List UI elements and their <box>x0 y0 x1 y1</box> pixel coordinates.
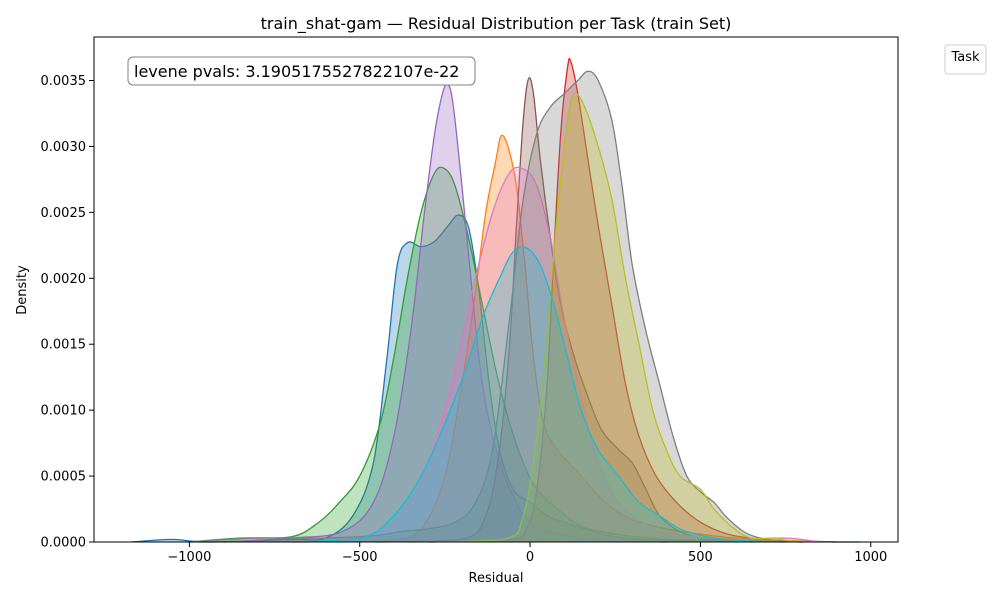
y-tick-label: 0.0005 <box>41 470 87 485</box>
y-tick-label: 0.0010 <box>41 404 87 419</box>
density-fill-10 <box>274 246 786 543</box>
y-axis-label: Density <box>15 265 30 315</box>
density-line-2 <box>291 134 837 543</box>
y-tick-label: 0.0020 <box>41 272 87 287</box>
annotation-box: levene pvals: 3.1905175527822107e-22 <box>127 56 476 86</box>
annotation-frame <box>127 56 476 86</box>
density-fill-9 <box>410 93 820 543</box>
density-line-10 <box>274 246 786 543</box>
x-tick-label: 0 <box>526 550 534 565</box>
y-tick-label: 0.0035 <box>41 74 87 89</box>
plot-background <box>94 37 898 542</box>
x-tick-label: −1000 <box>167 550 211 565</box>
y-tick-label: 0.0025 <box>41 206 87 221</box>
x-axis: −1000 −500 0 500 1000 <box>167 542 887 565</box>
legend-title: Task <box>950 50 980 65</box>
y-tick-label: 0.0000 <box>41 536 87 551</box>
legend-frame <box>944 44 987 75</box>
density-fill-8 <box>189 71 803 542</box>
x-axis-label: Residual <box>469 571 524 586</box>
density-fill-3 <box>189 167 803 542</box>
density-fill-6 <box>376 77 752 542</box>
density-fill-7 <box>274 167 820 542</box>
density-fill-2 <box>291 135 837 542</box>
chart-title: train_shat-gam — Residual Distribution p… <box>261 14 732 34</box>
annotation-text: levene pvals: 3.1905175527822107e-22 <box>134 62 459 81</box>
density-line-9 <box>410 92 820 543</box>
x-tick-label: 500 <box>688 550 713 565</box>
x-tick-label: −500 <box>342 550 378 565</box>
legend: Task <box>944 44 987 75</box>
density-line-5 <box>223 82 667 543</box>
y-tick-label: 0.0030 <box>41 140 87 155</box>
x-tick-label: 1000 <box>854 550 887 565</box>
density-fill-5 <box>223 83 667 543</box>
plot-frame <box>93 36 899 543</box>
density-line-3 <box>189 166 803 543</box>
series-layer <box>131 57 861 543</box>
density-line-8 <box>189 70 803 543</box>
density-line-4 <box>427 57 803 543</box>
y-axis: 0.0000 0.0005 0.0010 0.0015 0.0020 0.0025 0.00… <box>41 74 94 551</box>
y-tick-label: 0.0015 <box>41 338 87 353</box>
